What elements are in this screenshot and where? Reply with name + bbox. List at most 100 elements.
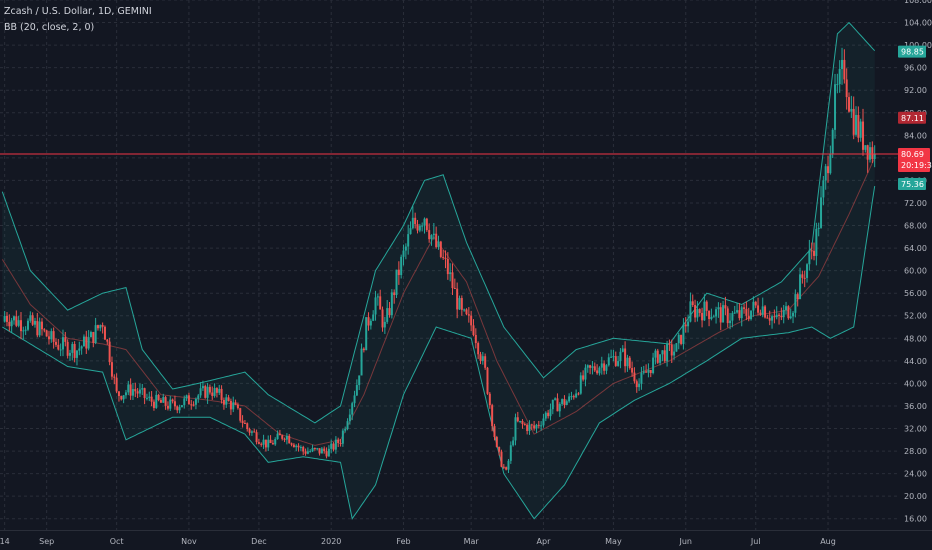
candle-body [138, 389, 141, 394]
candle-body [201, 386, 204, 389]
candle-body [225, 397, 228, 405]
last-price-badge [898, 147, 930, 172]
candle-body [278, 433, 281, 436]
candle-body [325, 451, 328, 457]
time-axis [0, 530, 932, 550]
candle-body [418, 225, 421, 231]
candle-body [577, 393, 580, 395]
candle-body [304, 451, 307, 454]
candle-body [533, 425, 536, 429]
candle-body [544, 412, 547, 419]
candle-body [682, 324, 685, 344]
candle-body [743, 307, 746, 309]
candle-body [47, 336, 50, 340]
candle-body [171, 399, 174, 402]
candle-body [859, 121, 862, 138]
indicator-legend[interactable]: BB (20, close, 2, 0) [4, 22, 95, 33]
candle-body [66, 341, 69, 356]
candle-body [204, 386, 207, 398]
candle-body [810, 250, 813, 252]
candle-body [15, 316, 18, 326]
candle-body [484, 356, 487, 368]
candle-body [36, 320, 39, 336]
price-marker-badge [898, 111, 926, 124]
candle-body [435, 233, 438, 248]
candle-body [584, 367, 587, 380]
x-tick-label: Sep [39, 537, 54, 546]
candle-body [344, 428, 347, 431]
candle-body [750, 310, 753, 320]
candle-body [829, 154, 832, 174]
candle-body [705, 301, 708, 311]
candle-body [185, 395, 188, 399]
candle-body [619, 351, 622, 362]
y-tick-label: 56.00 [904, 289, 927, 298]
candle-body [339, 443, 342, 445]
candle-body [416, 224, 419, 231]
x-tick-label: Mar [464, 537, 480, 546]
candle-body [423, 218, 426, 226]
candle-body [45, 330, 48, 337]
candle-body [166, 405, 169, 409]
x-tick-label: 14 [0, 537, 10, 546]
symbol-title[interactable]: Zcash / U.S. Dollar, 1D, GEMINI [4, 6, 152, 17]
price-marker-label: 75.36 [901, 180, 924, 189]
candle-body [806, 264, 809, 278]
candle-body [724, 305, 727, 309]
candle-body [59, 349, 62, 351]
candle-body [838, 68, 841, 85]
candle-body [136, 391, 139, 394]
candle-body [836, 84, 839, 86]
candle-body [687, 321, 690, 327]
candle-body [96, 325, 99, 329]
candle-body [236, 404, 239, 409]
candle-body [747, 315, 750, 320]
candle-body [519, 420, 522, 422]
candle-body [451, 272, 454, 289]
candle-body [299, 447, 302, 449]
candle-body [43, 329, 46, 331]
countdown-label: 20:19:36 [901, 161, 932, 170]
candle-body [376, 296, 379, 298]
candle-body [591, 366, 594, 368]
candle-body [220, 388, 223, 400]
candle-body [89, 332, 92, 338]
candle-body [355, 385, 358, 396]
candle-body [551, 399, 554, 410]
candle-body [512, 440, 515, 446]
candle-body [400, 256, 403, 276]
candle-body [848, 97, 851, 112]
candle-body [642, 371, 645, 373]
candle-body [257, 442, 260, 444]
candle-body [456, 288, 459, 310]
candle-body [246, 423, 249, 429]
candle-body [367, 317, 370, 326]
candle-body [803, 277, 806, 279]
candle-body [477, 343, 480, 355]
candle-body [17, 320, 20, 326]
candle-body [472, 325, 475, 336]
candle-body [869, 147, 872, 160]
candle-body [754, 301, 757, 306]
candle-body [395, 269, 398, 296]
candle-body [649, 369, 652, 374]
candle-body [262, 439, 265, 445]
candle-body [474, 335, 477, 344]
candle-body [491, 405, 494, 427]
candle-body [306, 451, 309, 454]
candle-body [106, 339, 109, 342]
candle-body [250, 431, 253, 433]
candle-body [323, 448, 326, 452]
candle-body [334, 439, 337, 450]
y-tick-label: 20.00 [904, 492, 927, 501]
candle-body [661, 350, 664, 355]
candle-body [537, 424, 540, 426]
candle-body [127, 384, 130, 393]
candle-body [666, 343, 669, 362]
y-tick-label: 48.00 [904, 334, 927, 343]
candle-body [645, 371, 648, 373]
candle-body [841, 59, 844, 69]
candle-body [222, 399, 225, 405]
candle-body [92, 332, 95, 343]
